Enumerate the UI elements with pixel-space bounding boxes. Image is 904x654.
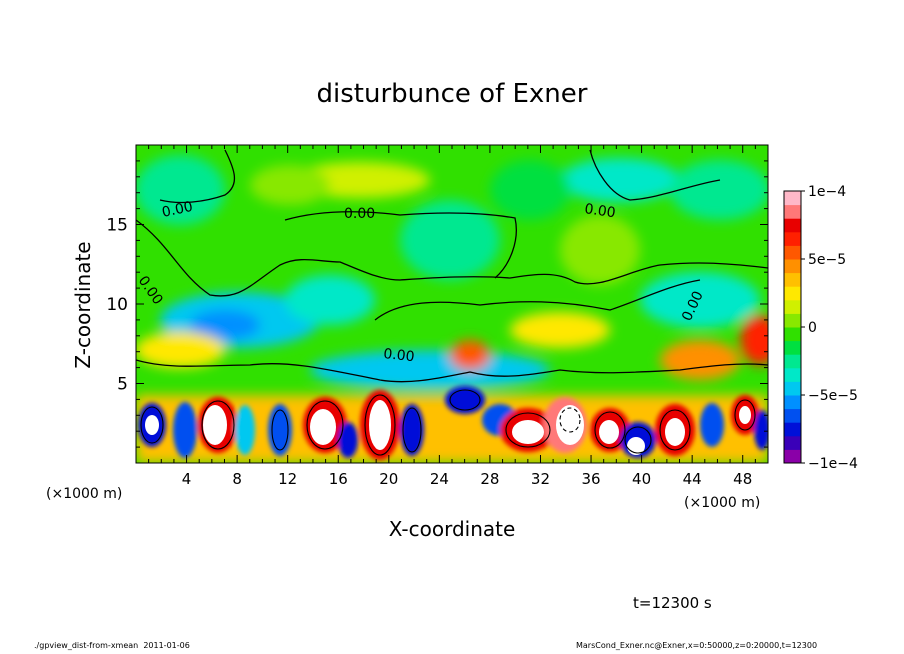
colorbar-swatch (784, 218, 801, 233)
colorbar-tick-label: 0 (808, 320, 817, 336)
contour-label: 0.00 (161, 199, 195, 221)
x-tick-label: 28 (480, 470, 499, 488)
colorbar-swatch (784, 449, 801, 464)
colorbar-swatch (784, 340, 801, 355)
colorbar-swatch (784, 191, 801, 206)
x-tick-label: 24 (430, 470, 449, 488)
x-tick-label: 16 (329, 470, 348, 488)
colorbar: 1e−4 5e−5 0 −5e−5 −1e−4 (783, 184, 858, 472)
saturated-cells (145, 400, 751, 455)
colorbar-swatch (784, 435, 801, 450)
x-tick-label: 8 (232, 470, 242, 488)
y-axis-label: Z-coordinate (71, 241, 95, 368)
contour-label: 0.00 (383, 346, 416, 365)
colorbar-swatch (784, 286, 801, 301)
colorbar-swatch (784, 204, 801, 219)
x-tick-label: 4 (182, 470, 192, 488)
contour-label: 0.00 (583, 201, 616, 221)
x-tick-label: 12 (278, 470, 297, 488)
colorbar-tick-label: 1e−4 (808, 184, 846, 200)
colorbar-swatch (784, 272, 801, 287)
colorbar-swatch (784, 408, 801, 423)
footer-right-text: MarsCond_Exner.nc@Exner,x=0:50000,z=0:20… (576, 641, 818, 650)
chart-title: disturbunce of Exner (317, 79, 588, 109)
x-tick-label: 20 (379, 470, 398, 488)
x-tick-label: 36 (581, 470, 600, 488)
x-unit-left: (×1000 m) (46, 486, 122, 502)
colorbar-swatch (784, 245, 801, 260)
y-tick-label: 15 (106, 216, 128, 236)
colorbar-swatch (784, 259, 801, 274)
colorbar-swatch (784, 422, 801, 437)
colorbar-swatch (784, 354, 801, 369)
plot-area: 0.00 0.00 0.00 0.00 0.00 0.00 (136, 145, 768, 463)
surface-contours (140, 389, 756, 456)
x-tick-label: 48 (733, 470, 752, 488)
colorbar-tick-label: 5e−5 (808, 252, 846, 268)
zero-contours (136, 149, 768, 383)
x-tick-label: 40 (632, 470, 651, 488)
colorbar-swatch (784, 313, 801, 328)
y-tick-label: 5 (117, 375, 128, 395)
colorbar-tick-label: −1e−4 (808, 456, 858, 472)
x-axis-label: X-coordinate (389, 517, 516, 541)
contour-label: 0.00 (344, 206, 375, 222)
colorbar-swatch (784, 395, 801, 410)
colorbar-swatch (784, 231, 801, 246)
colorbar-swatch (784, 327, 801, 342)
x-tick-label: 32 (531, 470, 550, 488)
colorbar-swatch (784, 381, 801, 396)
footer-left-text: ./gpview_dist-from-xmean 2011-01-06 (34, 641, 190, 650)
colorbar-swatch (784, 299, 801, 314)
colorbar-swatch (784, 367, 801, 382)
y-tick-label: 10 (106, 295, 128, 315)
colorbar-tick-label: −5e−5 (808, 388, 858, 404)
time-label: t=12300 s (633, 594, 712, 612)
x-tick-label: 44 (683, 470, 702, 488)
x-unit-right: (×1000 m) (684, 495, 760, 511)
